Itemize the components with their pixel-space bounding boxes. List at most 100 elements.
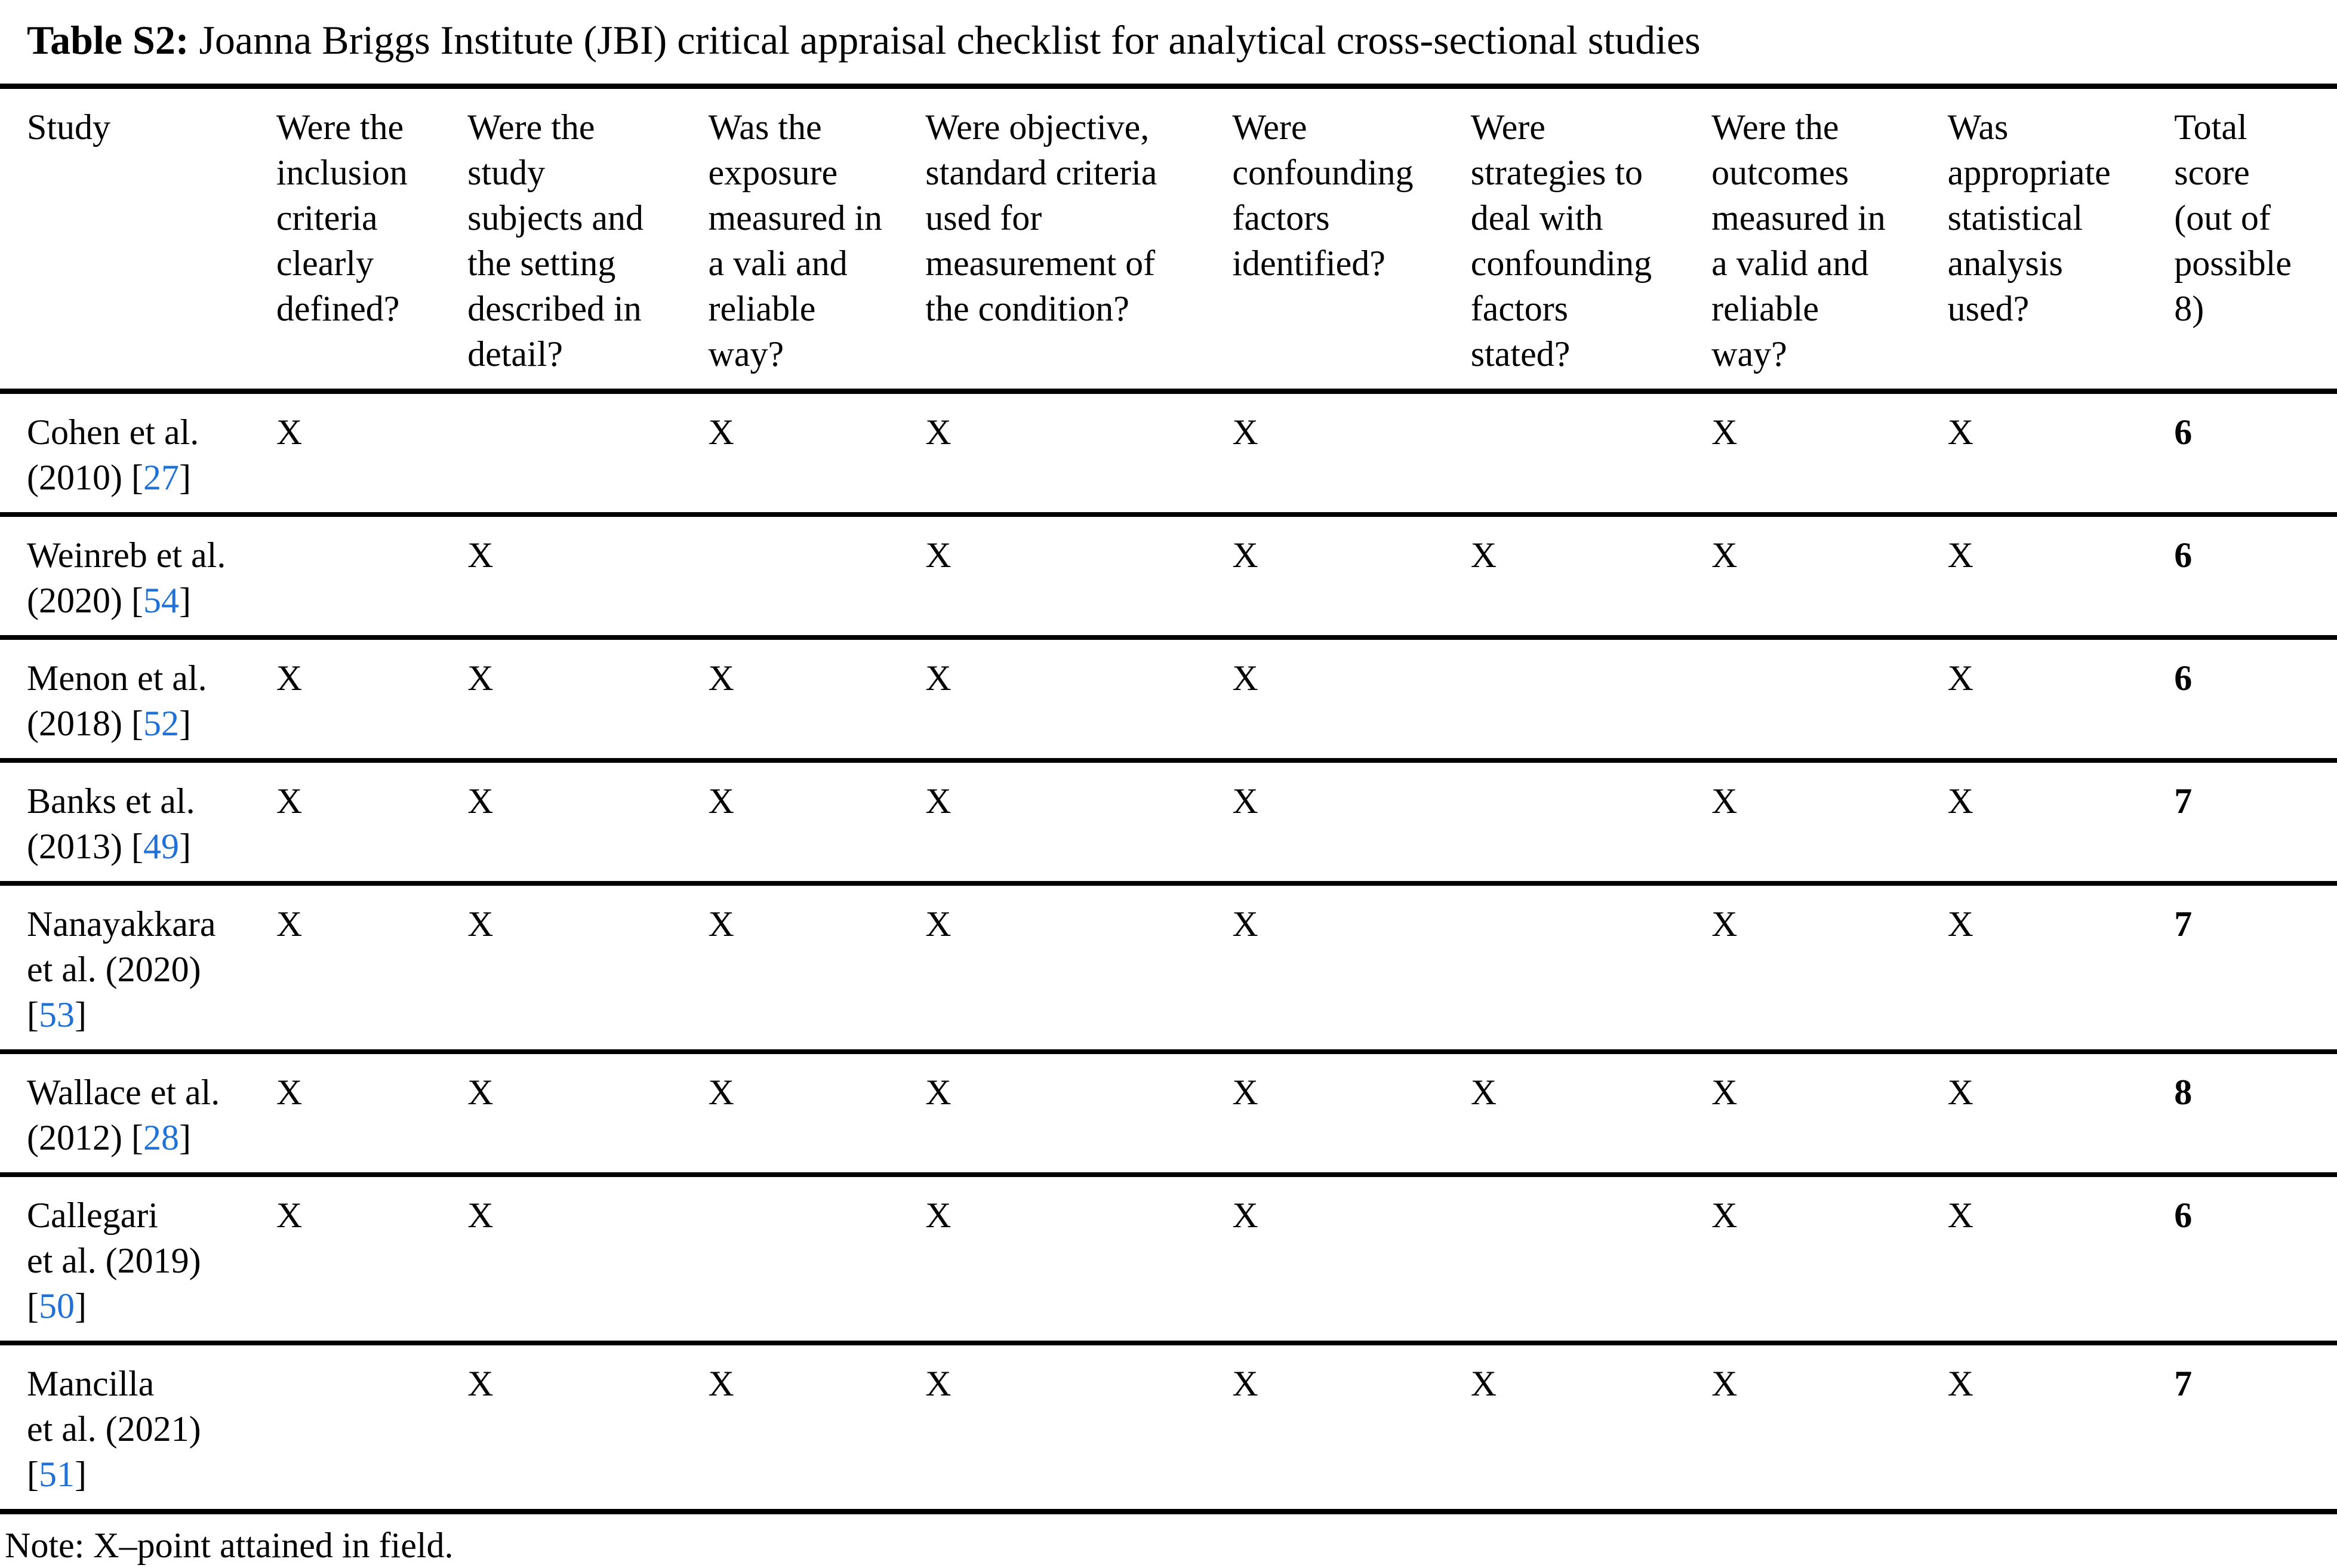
reference-link[interactable]: 51 xyxy=(38,1455,75,1494)
total-score-cell: 7 xyxy=(2167,883,2337,1054)
column-header-study: Study xyxy=(0,86,269,394)
table-row: Weinreb et al. (2020) [54] X X X X X X 6 xyxy=(0,515,2337,640)
mark-cell-q4: X xyxy=(918,1343,1226,1514)
mark-cell-q5: X xyxy=(1225,760,1464,886)
total-score-cell: 6 xyxy=(2167,391,2337,517)
mark-cell-q4: X xyxy=(918,1052,1226,1177)
study-citation-bracket: ] xyxy=(178,1118,191,1157)
mark-cell-q7: X xyxy=(1704,515,1941,640)
mark-cell-q1 xyxy=(269,1343,461,1514)
table-title-caption: Joanna Briggs Institute (JBI) critical a… xyxy=(189,17,1701,63)
study-citation-bracket: ] xyxy=(178,458,191,497)
study-citation-text: Cohen et al. (2010) [ xyxy=(27,412,199,497)
mark-cell-q8: X xyxy=(1940,1343,2167,1514)
study-citation-text: Mancilla et al. (2021) [ xyxy=(27,1364,201,1494)
mark-cell-q4: X xyxy=(918,515,1226,640)
reference-link[interactable]: 53 xyxy=(38,995,75,1034)
reference-link[interactable]: 27 xyxy=(143,458,179,497)
mark-cell-q6 xyxy=(1463,883,1705,1054)
mark-cell-q5: X xyxy=(1225,1175,1464,1345)
reference-link[interactable]: 49 xyxy=(143,827,179,866)
mark-cell-q3 xyxy=(701,1175,919,1345)
study-citation-text: Nanayakkara et al. (2020) [ xyxy=(27,904,216,1034)
mark-cell-q5: X xyxy=(1225,883,1464,1054)
table-title-label: Table S2: xyxy=(27,17,189,63)
table-row: Wallace et al. (2012) [28] X X X X X X X… xyxy=(0,1052,2337,1177)
column-header-exposure-measured: Was the exposure measured in a vali and … xyxy=(701,86,919,394)
mark-cell-q1 xyxy=(269,515,461,640)
mark-cell-q6 xyxy=(1463,391,1705,517)
study-cell: Nanayakkara et al. (2020) [53] xyxy=(0,883,269,1054)
total-score-cell: 6 xyxy=(2167,515,2337,640)
mark-cell-q1: X xyxy=(269,637,461,763)
mark-cell-q3: X xyxy=(701,637,919,763)
mark-cell-q2: X xyxy=(460,883,701,1054)
column-header-total-score: Total score (out of possible 8) xyxy=(2167,86,2337,394)
mark-cell-q8: X xyxy=(1940,883,2167,1054)
study-citation-text: Banks et al. (2013) [ xyxy=(27,781,195,866)
mark-cell-q3 xyxy=(701,515,919,640)
mark-cell-q5: X xyxy=(1225,637,1464,763)
table-row: Cohen et al. (2010) [27] X X X X X X 6 xyxy=(0,391,2337,517)
study-citation-text: Callegari et al. (2019) [ xyxy=(27,1196,201,1326)
mark-cell-q6: X xyxy=(1463,1052,1705,1177)
table-row: Callegari et al. (2019) [50] X X X X X X… xyxy=(0,1175,2337,1345)
mark-cell-q1: X xyxy=(269,1175,461,1345)
mark-cell-q8: X xyxy=(1940,515,2167,640)
study-cell: Cohen et al. (2010) [27] xyxy=(0,391,269,517)
mark-cell-q4: X xyxy=(918,391,1226,517)
table-row: Banks et al. (2013) [49] X X X X X X X 7 xyxy=(0,760,2337,886)
reference-link[interactable]: 28 xyxy=(143,1118,179,1157)
study-citation-bracket: ] xyxy=(178,827,191,866)
mark-cell-q6: X xyxy=(1463,515,1705,640)
reference-link[interactable]: 54 xyxy=(143,581,179,620)
mark-cell-q3: X xyxy=(701,1343,919,1514)
total-score-cell: 7 xyxy=(2167,760,2337,886)
column-header-statistical-analysis: Was appropriate statistical analysis use… xyxy=(1940,86,2167,394)
study-citation-text: Weinreb et al. (2020) [ xyxy=(27,535,226,620)
mark-cell-q3: X xyxy=(701,760,919,886)
mark-cell-q8: X xyxy=(1940,391,2167,517)
mark-cell-q1: X xyxy=(269,391,461,517)
study-citation-bracket: ] xyxy=(74,1455,87,1494)
mark-cell-q7: X xyxy=(1704,883,1941,1054)
reference-link[interactable]: 50 xyxy=(38,1286,75,1326)
mark-cell-q2: X xyxy=(460,1175,701,1345)
mark-cell-q7: X xyxy=(1704,391,1941,517)
study-cell: Banks et al. (2013) [49] xyxy=(0,760,269,886)
study-citation-text: Menon et al. (2018) [ xyxy=(27,658,207,743)
mark-cell-q2: X xyxy=(460,515,701,640)
jbi-checklist-table: Study Were the inclusion criteria clearl… xyxy=(0,84,2337,1514)
mark-cell-q4: X xyxy=(918,1175,1226,1345)
table-row: Mancilla et al. (2021) [51] X X X X X X … xyxy=(0,1343,2337,1514)
table-body: Cohen et al. (2010) [27] X X X X X X 6 W… xyxy=(0,391,2337,1514)
study-citation-bracket: ] xyxy=(74,1286,87,1326)
study-cell: Menon et al. (2018) [52] xyxy=(0,637,269,763)
mark-cell-q1: X xyxy=(269,760,461,886)
table-row: Nanayakkara et al. (2020) [53] X X X X X… xyxy=(0,883,2337,1054)
mark-cell-q7: X xyxy=(1704,1052,1941,1177)
mark-cell-q6 xyxy=(1463,1175,1705,1345)
mark-cell-q8: X xyxy=(1940,760,2167,886)
mark-cell-q3: X xyxy=(701,1052,919,1177)
mark-cell-q2: X xyxy=(460,1052,701,1177)
mark-cell-q5: X xyxy=(1225,391,1464,517)
mark-cell-q6: X xyxy=(1463,1343,1705,1514)
column-header-inclusion-criteria: Were the inclusion criteria clearly defi… xyxy=(269,86,461,394)
table-row: Menon et al. (2018) [52] X X X X X X 6 xyxy=(0,637,2337,763)
mark-cell-q7: X xyxy=(1704,1175,1941,1345)
total-score-cell: 6 xyxy=(2167,637,2337,763)
mark-cell-q2 xyxy=(460,391,701,517)
table-header: Study Were the inclusion criteria clearl… xyxy=(0,86,2337,394)
study-cell: Wallace et al. (2012) [28] xyxy=(0,1052,269,1177)
column-header-confounding-identified: Were confounding factors identified? xyxy=(1225,86,1464,394)
column-header-outcomes-measured: Were the outcomes measured in a valid an… xyxy=(1704,86,1941,394)
mark-cell-q4: X xyxy=(918,760,1226,886)
reference-link[interactable]: 52 xyxy=(143,704,179,743)
table-footnote: Note: X–point attained in field. xyxy=(5,1526,454,1565)
study-citation-bracket: ] xyxy=(178,704,191,743)
mark-cell-q1: X xyxy=(269,1052,461,1177)
mark-cell-q1: X xyxy=(269,883,461,1054)
mark-cell-q6 xyxy=(1463,637,1705,763)
mark-cell-q4: X xyxy=(918,637,1226,763)
